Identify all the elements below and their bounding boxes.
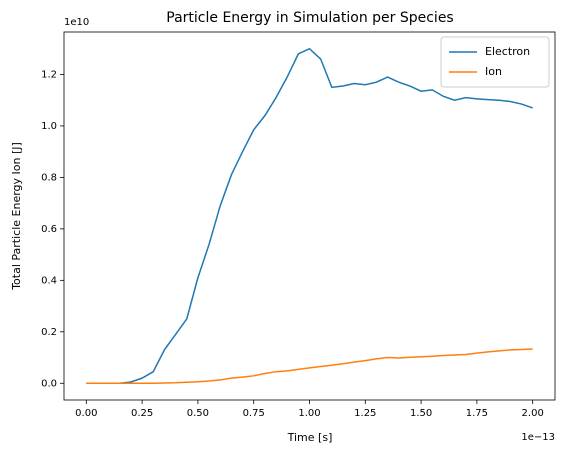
x-tick-label: 0.25 [131, 408, 153, 419]
y-tick-label: 0.6 [41, 224, 57, 235]
y-axis-label: Total Particle Energy Ion [J] [10, 142, 23, 291]
x-offset-label: 1e−13 [521, 432, 555, 443]
x-tick-label: 0.50 [187, 408, 209, 419]
legend-label: Electron [485, 45, 530, 58]
x-tick-label: 1.50 [410, 408, 432, 419]
series-line [86, 348, 533, 385]
plot-frame [63, 31, 556, 401]
x-tick-label: 0.75 [243, 408, 265, 419]
legend-box [440, 36, 550, 88]
x-tick-label: 1.00 [298, 408, 320, 419]
x-tick-label: 1.25 [354, 408, 376, 419]
y-tick-label: 0.4 [41, 275, 57, 286]
legend-label: Ion [485, 65, 502, 78]
x-tick-label: 1.75 [466, 408, 488, 419]
x-tick-label: 0.00 [75, 408, 97, 419]
y-tick-label: 0.0 [41, 378, 57, 389]
y-offset-label: 1e10 [64, 17, 89, 28]
y-tick-label: 0.8 [41, 172, 57, 183]
y-tick-label: 1.2 [41, 69, 57, 80]
series-line [86, 47, 533, 385]
y-tick-label: 0.2 [41, 327, 57, 338]
x-tick-label: 2.00 [522, 408, 544, 419]
x-axis-label: Time [s] [287, 431, 333, 444]
y-tick-label: 1.0 [41, 121, 57, 132]
chart-title: Particle Energy in Simulation per Specie… [166, 10, 453, 26]
